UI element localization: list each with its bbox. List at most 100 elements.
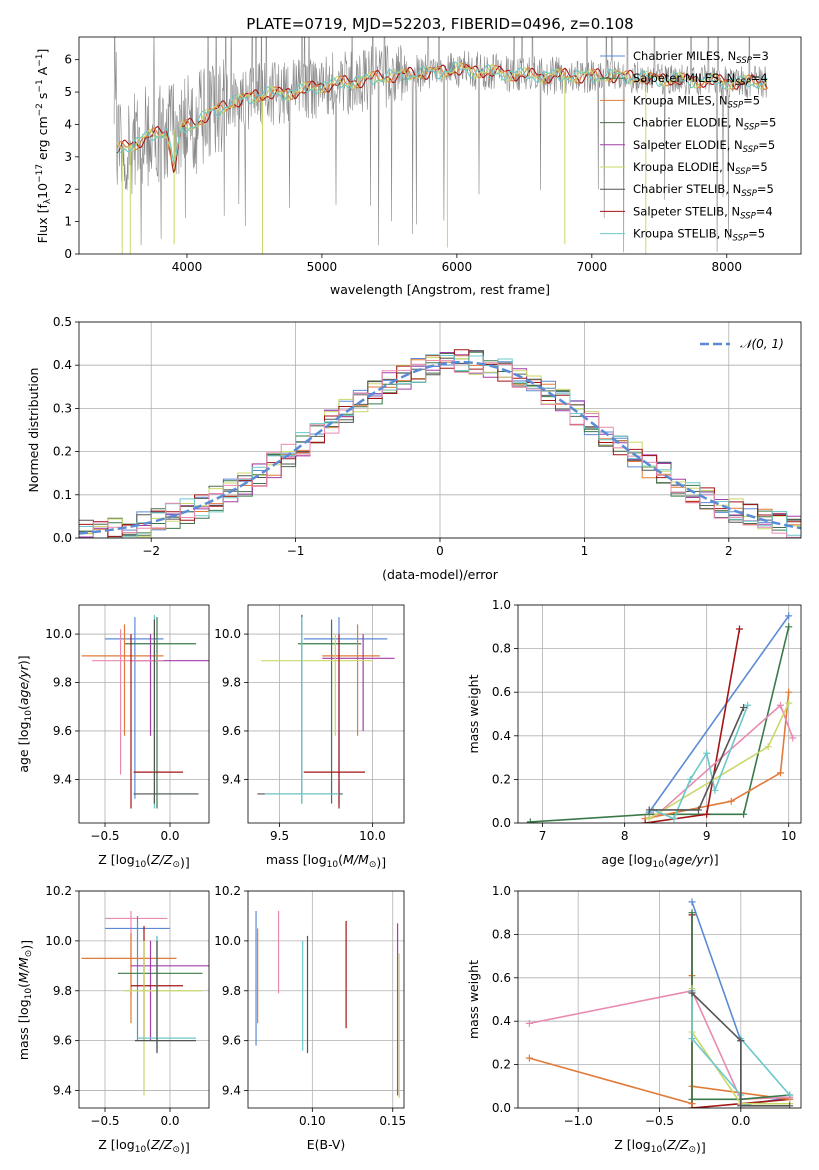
y-tick-label: 0.4 [53,358,72,372]
label-part: Z [log [98,1137,134,1152]
legend-text: Salpeter ELODIE, N [633,138,743,152]
weight-marker [688,1095,696,1103]
legend-text: Kroupa ELODIE, N [633,160,735,174]
label-sub: 10 [24,988,34,1000]
plot-area-residuals [79,349,801,538]
weight-marker [703,749,711,757]
label-sub: 10 [653,860,665,870]
label-part: ⊙ [688,1145,696,1155]
label-part: ( [146,852,151,867]
x-axis-label: Z [log10(Z/Z⊙)] [98,1137,190,1155]
y-axis-label-part: ] [35,49,50,54]
y-tick-label: 10.0 [214,627,241,641]
legend-text: =5 [758,138,775,152]
label-part: Z [150,852,160,867]
y-axis-label-part: s [35,93,50,104]
weight-marker [688,1035,696,1043]
weight-marker [789,734,797,742]
y-tick-label: 1.0 [492,598,511,612]
axes-frame [247,890,405,1109]
axes-spectrum: 4000 5000 6000 7000 8000 0 1 2 3 4 5 6 wavelength [A… [35,36,802,297]
y-axis-label-part: A [35,66,50,79]
y-tick-label: 10.0 [45,627,72,641]
y-tick-label: 0.8 [492,642,511,656]
legend-text: =5 [743,93,760,107]
y-tick-label: 0.1 [53,488,72,502]
legend-text: Chabrier ELODIE, N [633,116,744,130]
x-tick-label: 0.0 [160,829,179,843]
weight-marker [641,819,649,823]
axes-age-vs-Z: −0.5 0.09.49.69.810.0Z [log10(Z/Z⊙)]age [… [16,604,210,870]
x-tick-label: −1 [287,544,305,558]
label-part: / [159,852,166,867]
legend-text: Salpeter MILES, N [633,71,735,85]
x-tick-label: 0 [436,544,444,558]
model-line [116,62,768,162]
label-part: Z [666,1137,676,1152]
y-axis-label: mass weight [466,960,481,1039]
label-part: )] [19,940,34,950]
legend-text: =4 [756,204,773,218]
legend-entry: Salpeter ELODIE, NSSP=5 [633,138,775,155]
x-tick-label: 0.10 [299,1114,326,1128]
legend-entry: Chabrier MILES, NSSP=3 [633,49,769,66]
axes-mass-weight-vs-Z: −1.0 −0.5 0.0 0.0 0.2 0.4 0.6 0.8 1.0 mass weight… [466,884,802,1155]
axes-frame [78,890,210,1109]
plot-area-age-vs-mass [257,614,395,809]
x-tick-label: 1 [581,544,589,558]
y-axis-label-part: erg cm [35,116,50,164]
label-sub: 10 [135,1145,147,1155]
label-part: Z [163,1137,173,1152]
axes-mass-vs-Z: −0.5 0.09.49.69.810.010.2Z [log10(Z/Z⊙)]m… [16,884,210,1155]
weight-line [691,992,790,1107]
weight-marker [727,797,735,805]
figure-title: PLATE=0719, MJD=52203, FIBERID=0496, z=0… [246,15,633,33]
label-part: mass [log [266,852,327,867]
label-part: ⊙ [369,860,377,870]
label-part: )] [376,855,386,870]
legend-sub: SSP [735,78,751,88]
legend-text: =5 [748,227,765,241]
y-tick-label: 0.8 [492,927,511,941]
y-axis-label-part: −1 [35,54,45,67]
label-sub: 10 [135,860,147,870]
y-tick-label: 0.5 [53,315,72,329]
y-tick-label: 0.2 [492,1058,511,1072]
label-part: mass [log [16,999,31,1060]
legend-sub: SSP [743,145,759,155]
x-tick-label: 9 [703,829,711,843]
y-axis-label: Normed distribution [26,368,41,493]
weight-marker [776,701,784,709]
y-tick-label: 9.4 [53,1084,72,1098]
legend-text: =5 [759,116,776,130]
label-part: ⊙ [172,1145,180,1155]
legend-text: =3 [752,49,769,63]
weight-marker [526,818,534,823]
weight-marker [786,1102,794,1108]
y-tick-label: 0.4 [492,729,511,743]
axes-frame [78,321,802,539]
weight-marker [686,775,694,783]
x-tick-label: 7000 [577,260,608,274]
y-tick-label: 0 [64,247,72,261]
y-tick-label: 9.4 [222,1084,241,1098]
y-tick-label: 2 [64,182,72,196]
weight-marker [735,625,743,633]
label-part: )] [180,1140,190,1155]
y-tick-label: 9.8 [222,984,241,998]
x-axis-label: Z [log10(Z/Z⊙)] [614,1137,706,1155]
axes-frame [78,36,802,255]
legend-sub: SSP [741,189,757,199]
weight-marker [711,786,719,794]
y-tick-label: 10.0 [45,934,72,948]
x-tick-label: 0.15 [379,1114,406,1128]
x-axis-label: (data-model)/error [382,567,499,582]
x-tick-label: 10.0 [359,829,386,843]
y-axis-label: Flux [fλ10−17 erg cm−2 s−1 A−1] [35,49,53,244]
x-tick-label: 6000 [442,260,473,274]
legend-sub: SSP [735,167,751,177]
y-tick-label: 4 [64,117,72,131]
axes-mass-weight-vs-age: 7 8 9 10 0.0 0.2 0.4 0.6 0.8 1.0 mass weight age [l… [466,598,802,870]
y-tick-label: 1 [64,215,72,229]
legend-sub: SSP [740,211,756,221]
